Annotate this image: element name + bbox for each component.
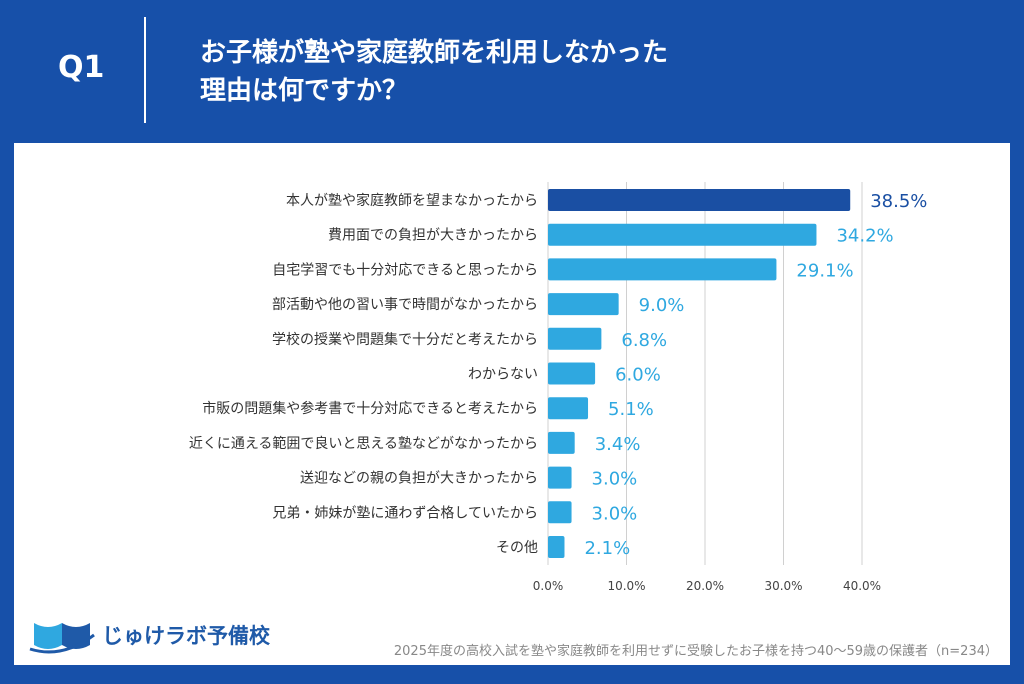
bar [548, 362, 596, 385]
x-tick-label: 20.0% [686, 579, 724, 593]
category-label: 市販の問題集や参考書で十分対応できると考えたから [202, 400, 538, 417]
book-logo-icon [29, 623, 95, 654]
value-label: 3.0% [592, 469, 638, 490]
logo: じゅけラボ予備校 [28, 615, 270, 655]
category-label: 学校の授業や問題集で十分だと考えたから [272, 331, 538, 348]
bar [548, 466, 572, 489]
value-label: 34.2% [836, 226, 893, 247]
category-label: 近くに通える範囲で良いと思える塾などがなかったから [189, 435, 538, 452]
category-label: 部活動や他の習い事で時間がなかったから [272, 297, 538, 313]
value-label: 3.0% [592, 503, 638, 524]
bar [548, 293, 619, 316]
category-label: 費用面での負担が大きかったから [328, 228, 538, 244]
bar [548, 536, 565, 558]
bar [548, 327, 602, 350]
bar [548, 223, 817, 246]
logo-text: じゅけラボ予備校 [102, 624, 270, 648]
value-label: 6.8% [621, 330, 667, 351]
page-title: お子様が塾や家庭教師を利用しなかった 理由は何ですか？ [200, 34, 668, 110]
x-tick-label: 10.0% [607, 579, 645, 593]
bar [548, 258, 777, 281]
divider [144, 17, 146, 123]
value-label: 5.1% [608, 399, 654, 420]
x-tick-label: 40.0% [843, 579, 881, 593]
value-label: 6.0% [615, 365, 661, 386]
category-label: 兄弟・姉妹が塾に通わず合格していたから [272, 505, 538, 521]
chart-panel [14, 143, 1010, 665]
x-tick-label: 0.0% [533, 579, 564, 593]
x-tick-label: 30.0% [764, 579, 802, 593]
bar [548, 431, 575, 454]
value-label: 3.4% [595, 434, 641, 455]
title-line-1: お子様が塾や家庭教師を利用しなかった [200, 38, 669, 68]
category-label: わからない [468, 367, 538, 383]
category-label: 本人が塾や家庭教師を望まなかったから [286, 192, 538, 209]
bar [548, 501, 572, 524]
value-label: 29.1% [796, 260, 853, 281]
bar [548, 189, 851, 211]
survey-note: 2025年度の高校入試を塾や家庭教師を利用せずに受験したお子様を持つ40～59歳… [393, 644, 998, 659]
value-label: 38.5% [870, 191, 927, 212]
value-label: 2.1% [584, 538, 630, 559]
bar [548, 397, 589, 420]
category-label: その他 [496, 540, 538, 556]
category-label: 送迎などの親の負担が大きかったから [300, 471, 538, 487]
title-line-2: 理由は何ですか？ [200, 76, 409, 106]
value-label: 9.0% [639, 295, 685, 316]
category-label: 自宅学習でも十分対応できると思ったから [272, 262, 538, 278]
question-number: Q1 [58, 50, 105, 85]
